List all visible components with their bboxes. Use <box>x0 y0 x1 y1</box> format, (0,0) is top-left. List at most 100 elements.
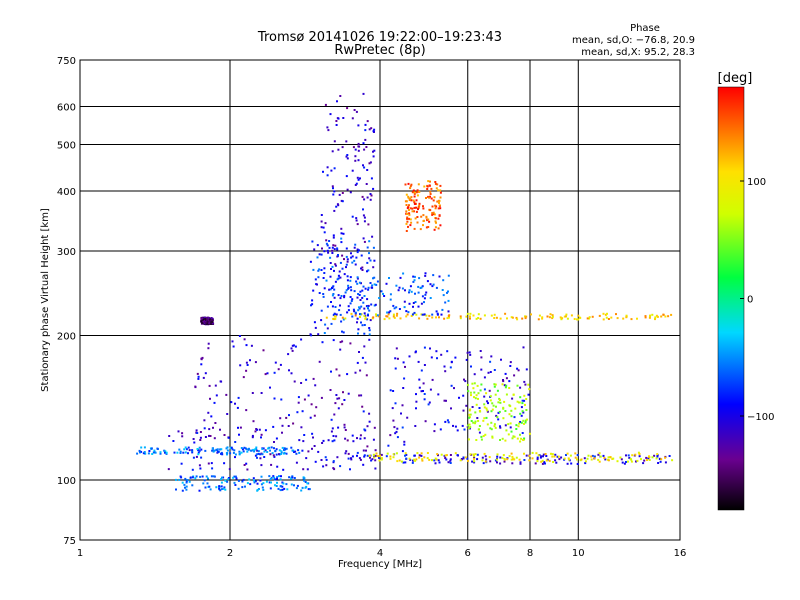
y-tick-label: 500 <box>57 141 76 152</box>
echo-point <box>227 477 230 479</box>
echo-point <box>664 461 667 464</box>
y-tick-label: 75 <box>63 536 76 547</box>
echo-point <box>648 455 650 458</box>
echo-point <box>435 286 438 289</box>
echo-point <box>370 127 373 130</box>
echo-point <box>332 339 335 342</box>
echo-point <box>421 295 424 298</box>
echo-point <box>434 182 437 185</box>
echo-point <box>590 458 593 461</box>
chart-subtitle: RwPretec (8p) <box>334 43 425 58</box>
echo-point <box>269 449 271 452</box>
echo-point <box>542 453 545 456</box>
echo-point <box>478 431 481 434</box>
echo-point <box>544 453 547 455</box>
echo-point <box>414 301 417 303</box>
echo-point <box>285 483 288 486</box>
echo-point <box>210 475 213 478</box>
echo-point <box>404 452 407 455</box>
echo-point <box>408 212 411 215</box>
echo-point <box>346 311 349 314</box>
echo-point <box>462 394 465 397</box>
echo-point <box>368 412 371 415</box>
echo-point <box>573 318 576 320</box>
echo-point <box>517 425 520 428</box>
echo-point <box>198 464 201 467</box>
echo-point <box>191 484 194 487</box>
echo-point <box>503 458 506 461</box>
echo-point <box>363 240 366 243</box>
echo-point <box>447 274 450 277</box>
echo-point <box>340 320 343 323</box>
echo-point <box>397 289 400 292</box>
chart-title: Tromsø 20141026 19:22:00–19:23:43 <box>257 30 502 45</box>
echo-point <box>240 447 243 449</box>
echo-point <box>517 369 520 372</box>
echo-point <box>285 416 288 419</box>
echo-point <box>392 304 395 307</box>
echo-point <box>469 453 472 456</box>
echo-point <box>372 187 375 190</box>
echo-point <box>200 363 203 366</box>
echo-point <box>324 103 327 106</box>
echo-point <box>234 402 236 405</box>
echo-point <box>424 272 427 275</box>
echo-point <box>437 207 440 210</box>
echo-point <box>404 183 407 186</box>
echo-point <box>626 460 629 463</box>
echo-point <box>253 481 256 484</box>
echo-point <box>410 196 413 199</box>
echo-point <box>184 451 187 454</box>
echo-point <box>310 403 313 406</box>
echo-point <box>359 177 361 180</box>
echo-point <box>388 311 391 314</box>
echo-point <box>459 459 462 462</box>
echo-point <box>273 441 275 443</box>
echo-point <box>312 377 315 380</box>
echo-point <box>513 435 516 438</box>
colorbar-tick-label: 0 <box>747 295 753 306</box>
echo-point <box>557 455 560 458</box>
echo-point <box>354 159 357 162</box>
echo-point <box>408 289 411 292</box>
echo-point <box>402 387 405 389</box>
echo-point <box>366 298 369 301</box>
echo-point <box>366 120 369 123</box>
echo-point <box>370 303 373 306</box>
echo-point <box>483 388 486 391</box>
echo-point <box>412 199 415 202</box>
echo-point <box>412 275 415 278</box>
echo-point <box>254 430 257 433</box>
echo-point <box>420 452 423 455</box>
echo-point <box>256 456 258 459</box>
echo-point <box>544 462 546 465</box>
echo-point <box>356 277 359 280</box>
echo-point <box>260 464 263 467</box>
echo-point <box>415 393 417 396</box>
echo-point <box>423 313 426 316</box>
echo-point <box>469 426 472 429</box>
echo-point <box>211 467 214 470</box>
echo-point <box>361 405 364 408</box>
echo-point <box>493 369 496 371</box>
echo-point <box>523 452 525 455</box>
echo-point <box>496 458 498 461</box>
echo-point <box>492 404 495 407</box>
echo-point <box>436 183 439 186</box>
echo-point <box>363 166 366 169</box>
echo-point <box>344 437 347 440</box>
echo-point <box>261 486 264 489</box>
echo-point <box>320 253 323 256</box>
echo-point <box>566 452 569 455</box>
echo-point <box>501 437 504 440</box>
echo-point <box>491 408 494 411</box>
echo-point <box>352 146 355 149</box>
echo-point <box>464 456 467 459</box>
echo-point <box>518 458 521 461</box>
echo-point <box>342 117 345 119</box>
echo-point <box>426 452 429 454</box>
echo-point <box>657 462 660 464</box>
echo-point <box>237 487 240 490</box>
echo-point <box>469 312 472 315</box>
echo-point <box>394 402 397 405</box>
